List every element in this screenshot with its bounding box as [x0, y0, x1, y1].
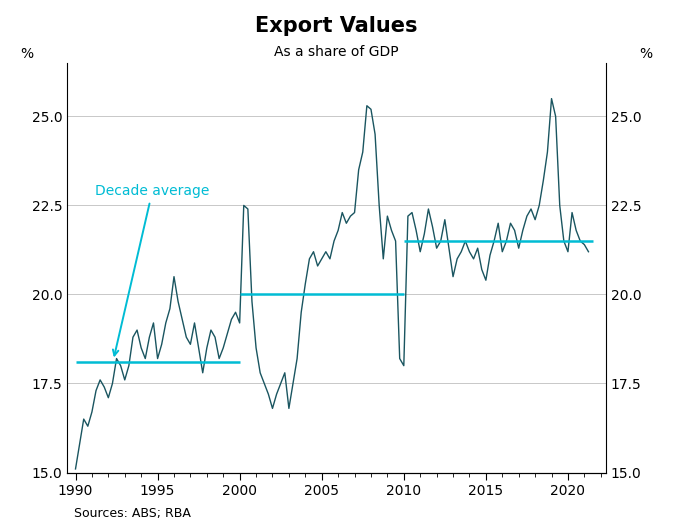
Text: %: % [20, 47, 34, 61]
Text: Export Values: Export Values [255, 16, 418, 36]
Text: Decade average: Decade average [95, 184, 209, 355]
Text: As a share of GDP: As a share of GDP [274, 45, 399, 59]
Text: Sources: ABS; RBA: Sources: ABS; RBA [74, 507, 191, 520]
Text: %: % [639, 47, 653, 61]
